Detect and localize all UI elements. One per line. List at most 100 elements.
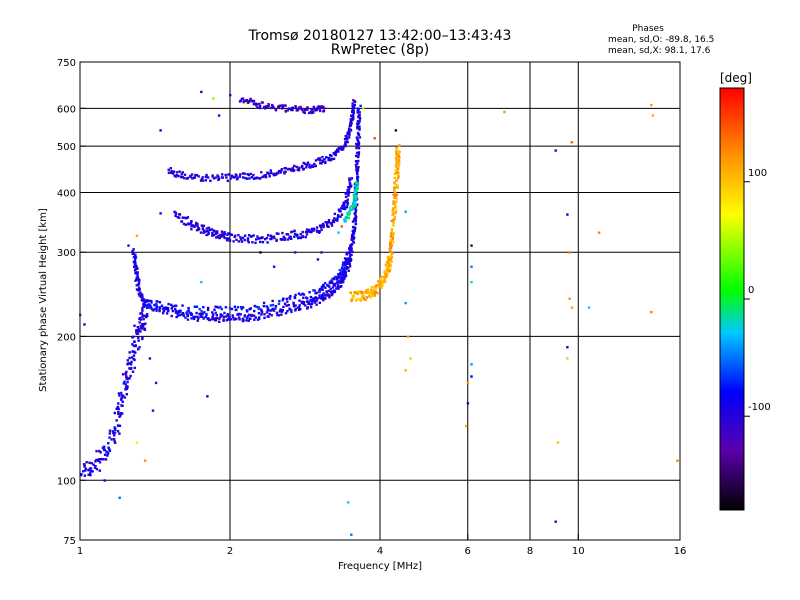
echo-point bbox=[342, 262, 346, 266]
echo-point bbox=[241, 236, 245, 240]
echo-point bbox=[264, 173, 267, 177]
echo-point bbox=[200, 177, 204, 181]
echo-point bbox=[350, 208, 353, 211]
echo-point bbox=[354, 208, 358, 211]
echo-point bbox=[246, 172, 249, 176]
echo-point bbox=[354, 227, 357, 230]
echo-point bbox=[344, 134, 347, 138]
echo-point bbox=[183, 176, 186, 180]
echo-point bbox=[268, 175, 271, 178]
echo-point bbox=[243, 315, 247, 318]
echo-point bbox=[404, 301, 407, 305]
echo-point bbox=[392, 224, 395, 227]
echo-point bbox=[281, 308, 284, 312]
echo-point bbox=[258, 104, 262, 108]
echo-point bbox=[354, 194, 357, 198]
echo-point bbox=[308, 163, 311, 167]
echo-point bbox=[145, 314, 149, 318]
echo-point bbox=[216, 174, 219, 177]
echo-point bbox=[388, 269, 391, 273]
echo-point bbox=[286, 233, 290, 236]
echo-point bbox=[290, 309, 293, 312]
echo-point bbox=[312, 111, 315, 114]
echo-point bbox=[320, 162, 323, 165]
echo-point bbox=[232, 176, 235, 179]
echo-point bbox=[194, 173, 197, 177]
echo-point bbox=[203, 311, 206, 314]
echo-point bbox=[352, 231, 356, 235]
echo-point bbox=[258, 316, 261, 319]
echo-point bbox=[295, 109, 298, 112]
echo-point bbox=[290, 230, 293, 234]
echo-point bbox=[355, 160, 358, 163]
echo-point bbox=[396, 186, 399, 190]
echo-point bbox=[299, 293, 302, 296]
echo-point bbox=[212, 177, 216, 180]
echo-point bbox=[128, 367, 131, 370]
echo-point bbox=[318, 224, 322, 227]
echo-point bbox=[336, 217, 339, 220]
echo-point bbox=[286, 168, 290, 171]
echo-point bbox=[373, 292, 377, 296]
echo-point bbox=[266, 171, 269, 174]
echo-point bbox=[346, 198, 350, 201]
echo-point bbox=[231, 315, 235, 319]
echo-point bbox=[317, 105, 321, 109]
echo-point bbox=[252, 314, 256, 317]
echo-point bbox=[119, 412, 123, 415]
echo-point bbox=[299, 232, 302, 236]
echo-point bbox=[200, 312, 203, 315]
echo-point bbox=[345, 216, 349, 219]
echo-point bbox=[342, 261, 345, 264]
echo-point bbox=[344, 192, 348, 195]
echo-point bbox=[224, 173, 227, 177]
echo-point bbox=[345, 253, 348, 256]
echo-point bbox=[406, 335, 410, 338]
echo-point bbox=[276, 106, 280, 109]
echo-point bbox=[284, 170, 287, 173]
echo-point bbox=[316, 258, 320, 261]
x-axis-label: Frequency [MHz] bbox=[338, 561, 422, 572]
echo-point bbox=[355, 165, 358, 169]
echo-point bbox=[395, 151, 398, 154]
echo-point bbox=[110, 438, 113, 441]
echo-point bbox=[257, 307, 260, 311]
echo-point bbox=[333, 217, 336, 220]
echo-point bbox=[270, 103, 274, 107]
echo-point bbox=[192, 317, 196, 321]
echo-point bbox=[395, 209, 398, 212]
echo-point bbox=[267, 309, 271, 312]
echo-point bbox=[252, 173, 255, 177]
echo-point bbox=[167, 171, 171, 174]
echo-point bbox=[189, 312, 193, 315]
echo-point bbox=[270, 314, 273, 317]
echo-point bbox=[294, 106, 297, 110]
echo-point bbox=[267, 104, 270, 107]
echo-point bbox=[263, 313, 266, 316]
echo-point bbox=[347, 185, 350, 189]
echo-point bbox=[172, 170, 176, 173]
echo-point bbox=[293, 229, 296, 233]
echo-point bbox=[357, 142, 361, 145]
echo-point bbox=[315, 299, 318, 303]
echo-point bbox=[190, 227, 193, 231]
echo-point bbox=[201, 176, 204, 179]
echo-point bbox=[291, 166, 294, 170]
echo-point bbox=[306, 307, 309, 310]
echo-point bbox=[302, 296, 305, 300]
echo-point bbox=[310, 227, 314, 231]
echo-point bbox=[98, 469, 101, 472]
echo-point bbox=[233, 305, 237, 308]
echo-point bbox=[329, 280, 332, 284]
echo-point bbox=[327, 156, 330, 160]
echo-point bbox=[312, 298, 315, 302]
echo-point bbox=[387, 258, 391, 262]
echo-point bbox=[387, 266, 390, 269]
echo-point bbox=[137, 281, 141, 284]
echo-point bbox=[237, 316, 241, 319]
echo-point bbox=[131, 336, 134, 339]
echo-point bbox=[346, 188, 349, 192]
echo-point bbox=[330, 224, 334, 227]
echo-point bbox=[134, 279, 137, 282]
echo-point bbox=[197, 175, 200, 178]
